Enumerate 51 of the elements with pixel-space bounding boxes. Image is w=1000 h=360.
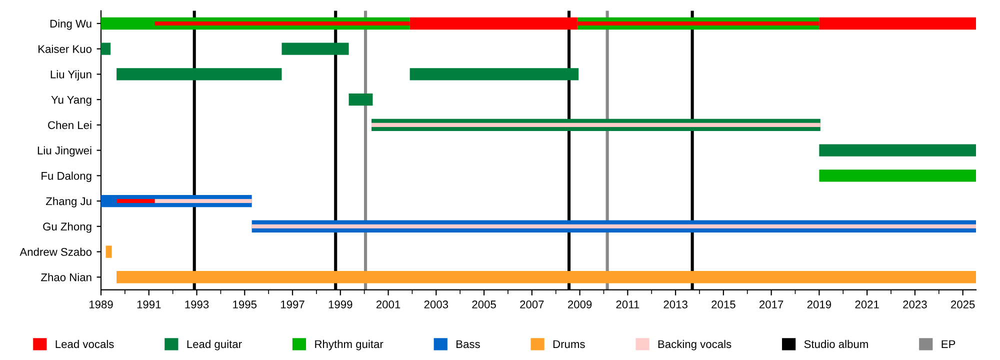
legend-label: Rhythm guitar bbox=[315, 340, 384, 350]
y-tick-label: Zhao Nian bbox=[41, 273, 92, 282]
x-tick-label: 1997 bbox=[281, 300, 304, 308]
y-tick-label: Chen Lei bbox=[48, 120, 92, 130]
y-tick-label: Andrew Szabo bbox=[20, 248, 92, 256]
x-tick-label: 2007 bbox=[520, 300, 544, 308]
y-tick-label: Fu Dalong bbox=[42, 172, 92, 182]
bar bbox=[282, 42, 349, 55]
x-tick-label: 1991 bbox=[137, 300, 161, 308]
bar bbox=[154, 199, 252, 204]
legend-label: Lead guitar bbox=[187, 340, 242, 350]
legend-label: Backing vocals bbox=[658, 340, 732, 350]
y-tick-label: Yu Yang bbox=[51, 96, 92, 106]
y-tick-label: Ding Wu bbox=[50, 19, 92, 30]
bar bbox=[819, 170, 976, 182]
x-tick-label: 2003 bbox=[424, 300, 448, 308]
bar bbox=[101, 42, 111, 55]
x-tick-label: 2015 bbox=[712, 300, 736, 308]
x-tick-label: 2011 bbox=[616, 300, 640, 308]
legend-label: Lead vocals bbox=[56, 340, 114, 348]
x-tick-label: 2023 bbox=[903, 300, 927, 308]
x-tick-label: 2005 bbox=[472, 300, 496, 308]
legend-label: EP bbox=[942, 340, 956, 348]
legend-label: Studio album bbox=[804, 340, 868, 348]
bar bbox=[106, 246, 112, 258]
x-tick-label: 1989 bbox=[89, 300, 113, 308]
x-tick-label: 1995 bbox=[233, 300, 257, 308]
y-tick-label: Zhang Ju bbox=[46, 197, 92, 208]
legend-label: Drums bbox=[553, 340, 585, 348]
bar bbox=[116, 68, 282, 80]
bar bbox=[252, 224, 976, 228]
bar bbox=[410, 68, 579, 80]
x-tick-label: 2025 bbox=[951, 300, 975, 308]
y-tick-label: Liu Jingwei bbox=[38, 146, 92, 157]
x-tick-label: 2019 bbox=[807, 300, 832, 308]
x-tick-label: 2013 bbox=[664, 300, 688, 308]
x-tick-label: 1993 bbox=[185, 300, 209, 308]
x-tick-label: 2017 bbox=[760, 300, 784, 308]
bar bbox=[819, 144, 976, 156]
bar bbox=[116, 271, 976, 284]
x-tick-label: 1999 bbox=[328, 300, 352, 308]
x-tick-label: 2009 bbox=[568, 300, 592, 308]
legend-label: Bass bbox=[456, 340, 480, 348]
x-tick-label: 2021 bbox=[855, 300, 879, 308]
y-tick-label: Liu Yijun bbox=[50, 70, 92, 81]
x-tick-label: 2001 bbox=[376, 300, 400, 308]
bar bbox=[117, 199, 155, 204]
bar bbox=[372, 122, 820, 127]
y-tick-label: Gu Zhong bbox=[43, 222, 92, 233]
bar bbox=[348, 93, 373, 106]
y-tick-label: Kaiser Kuo bbox=[38, 44, 92, 53]
